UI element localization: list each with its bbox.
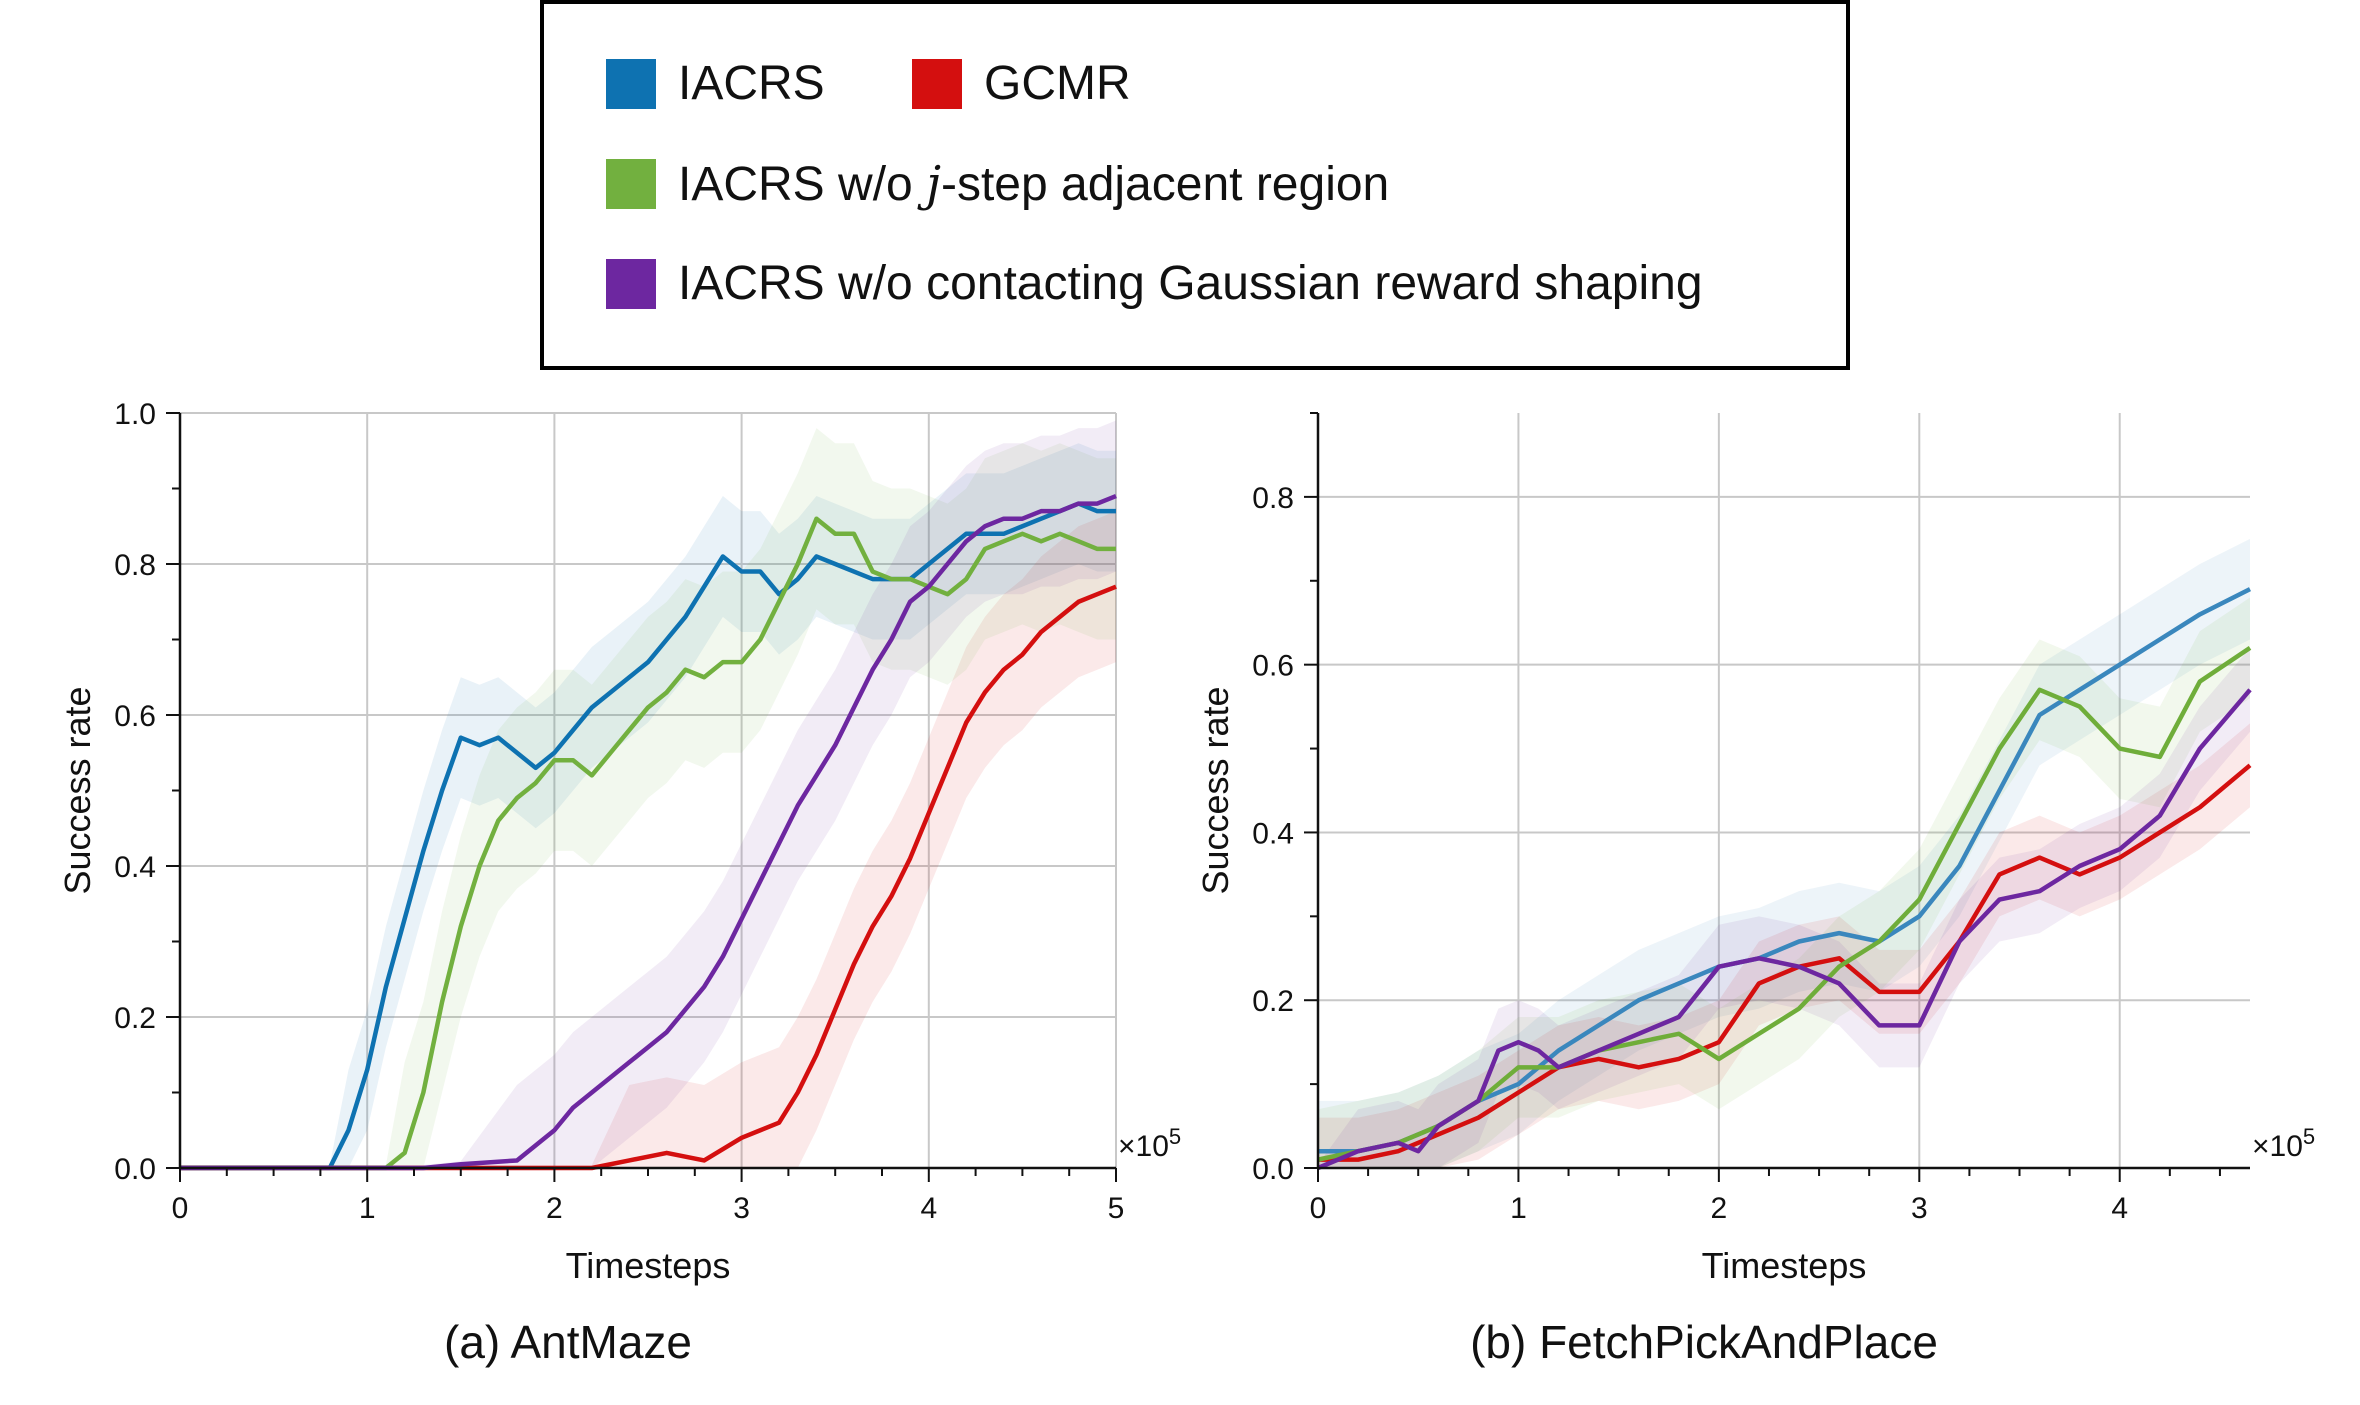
y-tick-label: 0.4 [1252, 817, 1294, 850]
y-tick-label: 0.2 [1252, 985, 1294, 1018]
series-band [180, 511, 1116, 1168]
legend-label-iacrs: IACRS [678, 57, 825, 110]
chart-caption: (b) FetchPickAndPlace [1470, 1316, 1938, 1368]
series-line [1318, 763, 2252, 1162]
legend-item-no-gaussian: IACRS w/o contacting Gaussian reward sha… [606, 256, 1703, 311]
legend-item-gcmr: GCMR [912, 56, 1131, 111]
legend-swatch-no-jstep [606, 159, 656, 209]
legend-item-no-jstep: IACRS w/o j-step adjacent region [606, 156, 1389, 212]
x-tick-label: 3 [1911, 1192, 1928, 1225]
y-tick-label: 0.2 [114, 1002, 156, 1035]
series-band [1318, 647, 2250, 1168]
y-tick-label: 1.0 [114, 398, 156, 431]
x-tick-label: 3 [733, 1192, 750, 1225]
y-tick-label: 0.8 [1252, 482, 1294, 515]
legend-label-no-gaussian: IACRS w/o contacting Gaussian reward sha… [678, 257, 1703, 310]
series-band [180, 443, 1116, 1168]
series-band [180, 428, 1116, 1169]
series-band [1318, 538, 2250, 1168]
x-axis-title: Timesteps [566, 1245, 731, 1286]
x-tick-label: 0 [172, 1192, 189, 1225]
x-tick-label: 2 [546, 1192, 563, 1225]
series-line [180, 516, 1116, 1171]
x-multiplier-label: ×105 [2252, 1124, 2315, 1163]
legend-swatch-no-gaussian [606, 258, 656, 309]
chart-1: 0 1 2 3 4 5 0.0 0.2 0.4 0.6 0.8 1.0 ×105 Timesteps Suc… [57, 398, 1181, 1368]
legend-label-gcmr: GCMR [984, 57, 1131, 110]
chart-caption: (a) AntMaze [444, 1316, 692, 1368]
legend-item-iacrs: IACRS [606, 56, 825, 111]
legend-label-no-jstep: IACRS w/o j-step adjacent region [678, 156, 1390, 212]
y-tick-label: 0.6 [114, 700, 156, 733]
y-tick-label: 0.6 [1252, 650, 1294, 683]
x-tick-label: 2 [1711, 1192, 1728, 1225]
series-line [180, 584, 1117, 1171]
x-tick-label: 4 [2111, 1192, 2128, 1225]
y-axis-title: Success rate [57, 686, 98, 894]
x-axis-title: Timesteps [1702, 1245, 1867, 1286]
series-line [180, 493, 1117, 1171]
y-tick-label: 0.0 [114, 1153, 156, 1186]
series-line [1317, 688, 2252, 1171]
chart-2: 0 1 2 3 4 0.0 0.2 0.4 0.6 0.8 ×105 Timesteps Success… [1195, 412, 2315, 1368]
legend: IACRS GCMR IACRS w/o j-step adjacent reg… [540, 0, 1850, 370]
y-axis-title: Success rate [1195, 686, 1236, 894]
series-band [1318, 597, 2250, 1168]
legend-swatch-iacrs [606, 58, 656, 109]
series-band [180, 420, 1116, 1168]
x-tick-label: 4 [920, 1192, 937, 1225]
x-tick-label: 5 [1108, 1192, 1125, 1225]
x-tick-label: 1 [1510, 1192, 1527, 1225]
y-tick-label: 0.0 [1252, 1153, 1294, 1186]
y-tick-label: 0.4 [114, 851, 156, 884]
y-tick-label: 0.8 [114, 549, 156, 582]
legend-swatch-gcmr [912, 58, 962, 109]
x-multiplier-label: ×105 [1118, 1124, 1181, 1163]
x-tick-label: 0 [1310, 1192, 1327, 1225]
x-tick-label: 1 [359, 1192, 376, 1225]
